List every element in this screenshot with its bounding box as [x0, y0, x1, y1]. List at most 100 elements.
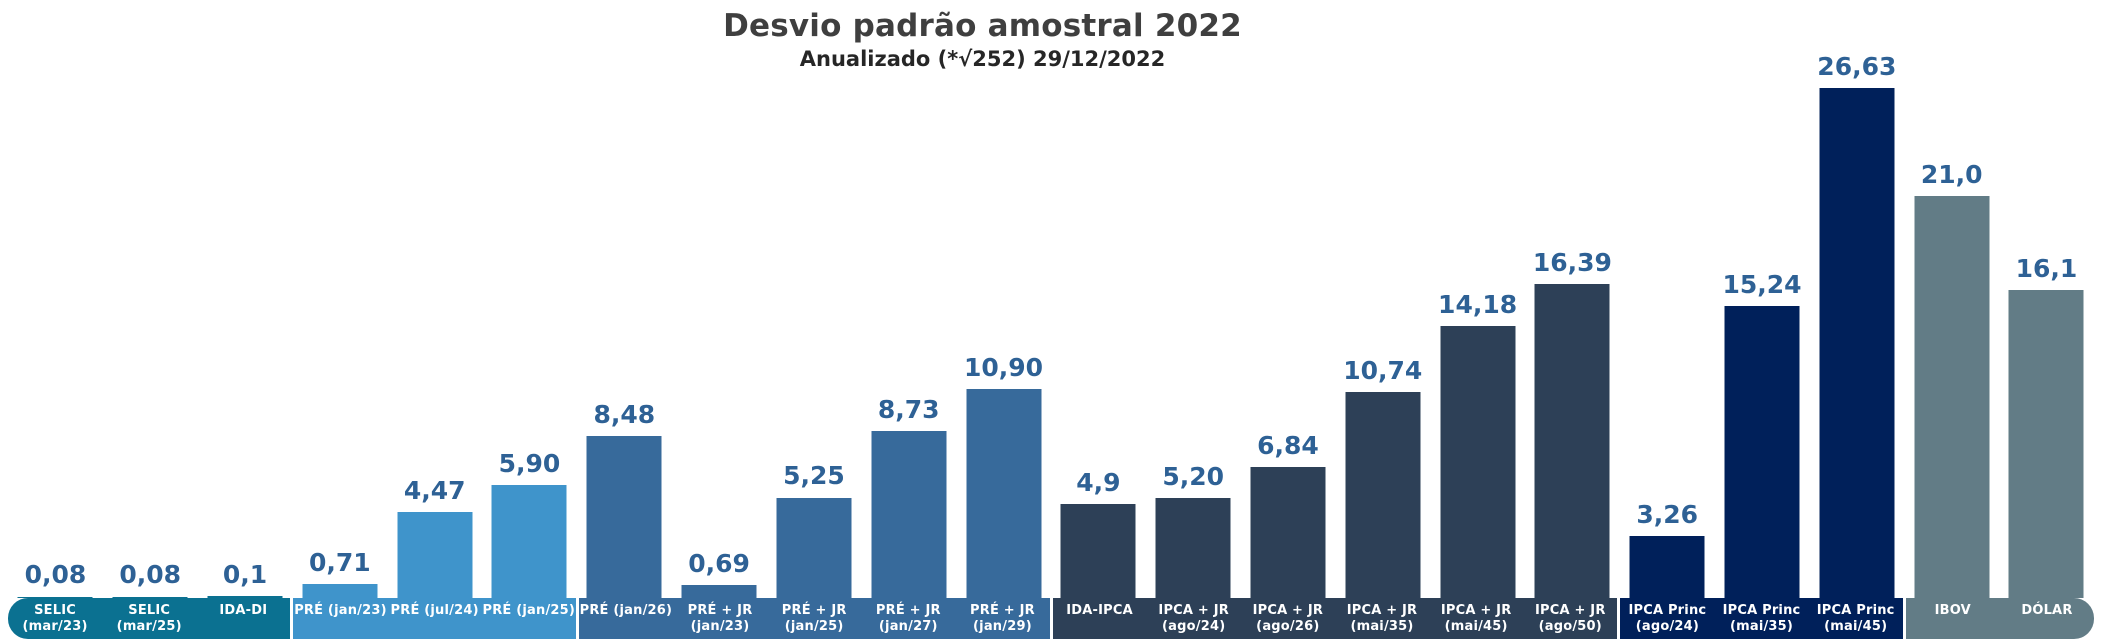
bar [1819, 88, 1895, 598]
axis-band-segment-pre: PRÉ (jan/23) PRÉ (jul/24) PRÉ (jan/25) [293, 598, 576, 639]
bar [586, 435, 662, 598]
axis-category-label-line: IPCA Princ [1628, 603, 1707, 618]
axis-category-label-line: PRÉ (jan/23) [294, 603, 387, 618]
axis-category-label-line: PRÉ + JR [687, 603, 753, 618]
axis-category-label: PRÉ + JR (jan/25) [767, 598, 861, 639]
axis-category-label-line: IPCA + JR [1440, 603, 1512, 618]
bar-slot: 10,74 [1335, 88, 1430, 598]
axis-band-segment-indices: IBOV DÓLAR [1905, 598, 2094, 639]
bar [1250, 467, 1326, 598]
bar [302, 584, 378, 598]
axis-category-label-line: PRÉ (jan/26) [579, 603, 673, 618]
bar-value-label: 5,20 [1162, 462, 1224, 492]
bar [1345, 392, 1421, 598]
bar-slot: 4,47 [387, 88, 482, 598]
bar-slot: 15,24 [1715, 88, 1810, 598]
bar-value-label: 16,1 [2015, 253, 2078, 283]
bar-value-label: 10,74 [1343, 356, 1423, 386]
bar-value-label: 5,25 [783, 461, 845, 491]
axis-category-label-line: IDA-IPCA [1066, 603, 1133, 618]
bar-slot: 8,48 [577, 88, 672, 598]
axis-category-label-line: SELIC [34, 603, 77, 618]
bar [1724, 306, 1800, 598]
bars-row: 0,08 0,08 0,1 0,71 4,47 5,90 8,48 0,69 5,25 8,73 1… [8, 52, 2094, 598]
axis-category-label-line: IDA-DI [219, 603, 268, 618]
bar-value-label: 16,39 [1532, 248, 1612, 278]
axis-category-label-line: (ago/26) [1256, 619, 1320, 634]
bar-slot: 4,9 [1051, 88, 1146, 598]
bar-value-label: 5,90 [498, 449, 561, 479]
bar-value-label: 0,08 [24, 560, 87, 590]
bar-value-label: 0,1 [222, 560, 268, 590]
bar [776, 497, 852, 598]
axis-category-label-line: (mar/25) [116, 619, 182, 634]
bar [1534, 284, 1610, 598]
bar-value-label: 26,63 [1817, 52, 1897, 81]
chart-title: Desvio padrão amostral 2022 [723, 8, 1242, 44]
axis-category-label-line: (jan/27) [878, 619, 938, 634]
bar-value-label: 4,9 [1076, 468, 1121, 498]
axis-category-label: IPCA + JR (mai/45) [1429, 598, 1523, 639]
title-block: Desvio padrão amostral 2022 Anualizado (… [0, 8, 1965, 71]
bar-slot: 10,90 [956, 88, 1051, 598]
axis-category-label-line: (jan/23) [690, 619, 750, 634]
bar-slot: 26,63 [1809, 52, 1904, 598]
axis-category-label-line: SELIC [128, 603, 171, 618]
axis-category-label: PRÉ (jan/25) [482, 598, 576, 639]
bar [1914, 195, 1990, 598]
axis-category-label-line: (jan/25) [784, 619, 844, 634]
axis-category-label: IBOV [1906, 598, 2000, 639]
bar-value-label: 4,47 [403, 476, 466, 506]
axis-band-segment-ipca-jr: IDA-IPCA IPCA + JR (ago/24) IPCA + JR (ago/2… [1052, 598, 1618, 639]
axis-category-label: SELIC (mar/23) [8, 598, 102, 639]
axis-category-label-line: (mai/45) [1824, 619, 1888, 634]
bar [1155, 498, 1231, 598]
axis-category-label-line: IPCA + JR [1158, 603, 1229, 618]
axis-category-label: IPCA + JR (mai/35) [1335, 598, 1429, 639]
axis-category-label: SELIC (mar/25) [102, 598, 196, 639]
bar-slot: 6,84 [1241, 88, 1336, 598]
bar-slot: 0,08 [103, 88, 198, 598]
bar-slot: 14,18 [1430, 88, 1525, 598]
bar [397, 512, 473, 598]
bar-value-label: 15,24 [1722, 270, 1802, 300]
axis-category-label: PRÉ + JR (jan/23) [673, 598, 767, 639]
axis-category-label-line: (mai/35) [1350, 619, 1414, 634]
axis-category-label: IPCA Princ (mai/35) [1714, 598, 1808, 639]
axis-category-label-line: IPCA Princ [1722, 603, 1801, 618]
bar-value-label: 3,26 [1636, 499, 1699, 529]
axis-category-label-line: IPCA + JR [1252, 603, 1324, 618]
axis-category-label: IPCA Princ (mai/45) [1809, 598, 1903, 639]
axis-category-label-line: PRÉ (jul/24) [390, 603, 479, 618]
axis-category-label: IPCA + JR (ago/24) [1147, 598, 1241, 639]
axis-band-segment-pre-jr: PRÉ (jan/26) PRÉ + JR (jan/23) PRÉ + JR (jan… [578, 598, 1050, 639]
axis-category-label-line: DÓLAR [2021, 603, 2073, 618]
axis-category-label: PRÉ + JR (jan/29) [955, 598, 1049, 639]
axis-band-segment-ipca-princ: IPCA Princ (ago/24) IPCA Princ (mai/35) IPCA… [1620, 598, 1903, 639]
axis-category-label: PRÉ (jan/23) [293, 598, 387, 639]
axis-category-label-line: PRÉ + JR [875, 603, 941, 618]
axis-category-label-line: (ago/24) [1162, 619, 1226, 634]
bar-slot: 21,0 [1904, 88, 1999, 598]
bar-value-label: 8,73 [877, 394, 940, 424]
bar-slot: 16,1 [1999, 88, 2094, 598]
bar-slot: 0,71 [292, 88, 387, 598]
axis-band: SELIC (mar/23) SELIC (mar/25) IDA-DI PRÉ (jan… [8, 598, 2094, 639]
bar-slot: 5,90 [482, 88, 577, 598]
axis-category-label-line: IPCA Princ [1816, 603, 1895, 618]
axis-category-label: IPCA + JR (ago/50) [1523, 598, 1617, 639]
axis-category-label-line: (mar/23) [22, 619, 88, 634]
bar [871, 430, 947, 598]
axis-category-label-line: (jan/29) [973, 619, 1032, 634]
axis-category-label: IDA-DI [196, 598, 290, 639]
axis-category-label-line: PRÉ + JR [781, 603, 847, 618]
bar-slot: 3,26 [1620, 88, 1715, 598]
axis-category-label-line: (ago/50) [1538, 619, 1602, 634]
axis-category-label: DÓLAR [2000, 598, 2094, 639]
bar [1060, 504, 1136, 598]
bar-slot: 0,1 [198, 88, 293, 598]
bar [491, 485, 567, 598]
bar-value-label: 14,18 [1438, 290, 1518, 320]
bar-value-label: 0,08 [119, 560, 182, 590]
axis-category-label-line: (mai/35) [1729, 619, 1794, 634]
